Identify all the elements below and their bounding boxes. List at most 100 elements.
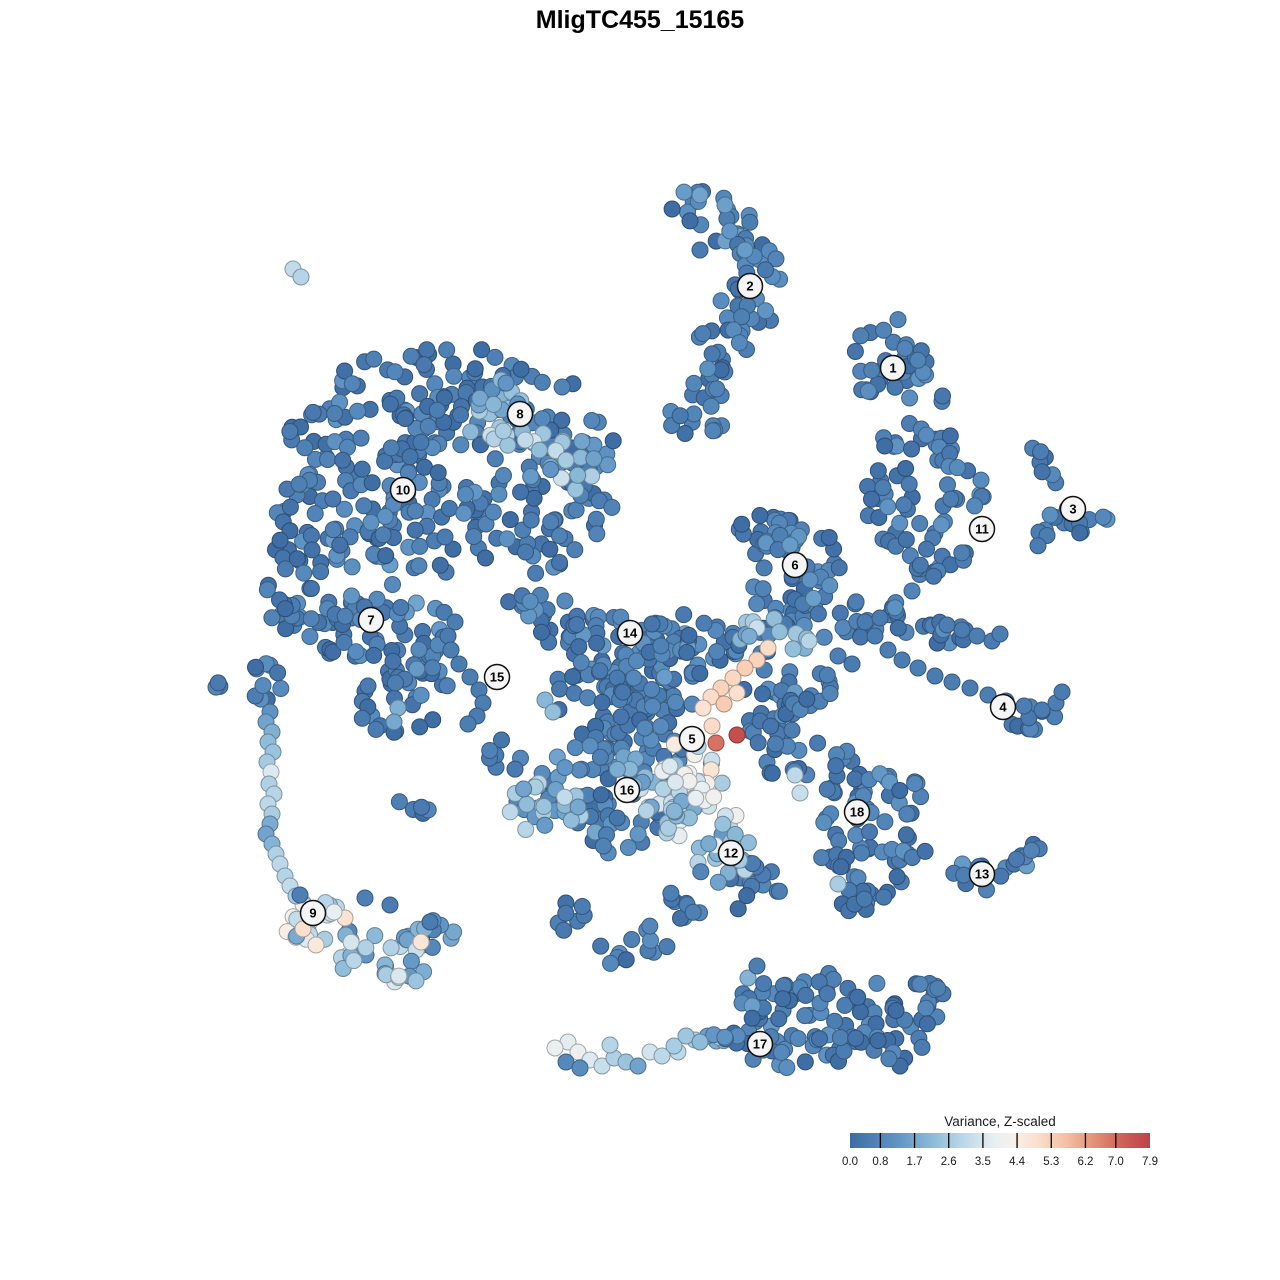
data-point [685, 374, 703, 392]
data-point [357, 939, 375, 957]
legend-tick-label: 7.0 [1108, 1156, 1124, 1168]
data-point [767, 735, 784, 753]
cluster-label-circle [613, 776, 641, 804]
cluster-label-9: 9 [299, 899, 327, 927]
data-point [739, 969, 757, 987]
data-point [461, 668, 479, 686]
data-point [389, 699, 407, 717]
data-point [771, 623, 788, 641]
data-point [258, 581, 276, 599]
cluster-label-15: 15 [483, 663, 511, 691]
data-point [457, 486, 474, 503]
data-point [486, 348, 504, 366]
data-point [749, 734, 767, 752]
data-point [551, 680, 569, 698]
data-point [407, 972, 425, 990]
data-point [385, 713, 403, 731]
data-point [733, 308, 751, 326]
data-point [897, 531, 915, 549]
data-point [603, 498, 621, 516]
data-point [755, 975, 773, 993]
data-point [691, 665, 709, 682]
data-point [757, 302, 774, 320]
data-point [356, 889, 374, 907]
data-point [699, 360, 717, 378]
data-point [530, 441, 548, 459]
data-point [585, 450, 603, 468]
data-point [770, 1010, 788, 1028]
data-point [542, 513, 560, 531]
colorbar-ticks: 0.0 0.8 1.7 2.6 3.5 4.4 5.3 6.2 7.0 7.9 [842, 1133, 1158, 1168]
data-point [829, 875, 847, 893]
data-point [494, 422, 512, 440]
data-point [911, 556, 929, 574]
data-point [832, 858, 850, 876]
data-point [381, 896, 399, 914]
data-point [412, 686, 430, 704]
data-point [421, 913, 439, 931]
data-point [345, 952, 363, 970]
data-point [911, 515, 929, 532]
data-point [367, 720, 385, 738]
data-point [568, 616, 586, 634]
data-point [573, 898, 591, 915]
cluster-label-circle [357, 606, 385, 634]
data-point [855, 890, 873, 908]
data-point [551, 554, 568, 571]
cluster-label-text: 10 [396, 483, 410, 498]
data-point [691, 1033, 709, 1051]
data-point [801, 571, 819, 589]
data-point [571, 1059, 589, 1077]
data-point [541, 540, 559, 558]
data-point [810, 973, 828, 991]
data-point [209, 674, 227, 692]
cluster-label-circle [736, 272, 764, 300]
data-point [918, 540, 935, 558]
data-point [455, 504, 473, 522]
data-point [851, 1003, 869, 1021]
data-point [343, 375, 361, 393]
data-point [374, 526, 392, 544]
data-point [730, 334, 748, 352]
data-point [886, 378, 904, 396]
data-point [386, 363, 404, 381]
data-point [593, 693, 611, 711]
data-point [517, 543, 534, 561]
data-point [401, 448, 419, 466]
data-point [743, 1009, 761, 1027]
data-point [495, 467, 512, 484]
data-point [879, 641, 897, 659]
data-point [661, 757, 679, 775]
data-point [325, 903, 343, 921]
data-point [362, 513, 380, 531]
data-point [895, 496, 913, 514]
data-point [336, 362, 354, 380]
data-point [412, 433, 430, 451]
data-point [866, 627, 884, 645]
data-point [653, 1047, 671, 1065]
data-point [424, 659, 441, 677]
data-point [347, 643, 365, 661]
data-point [579, 689, 597, 707]
data-point [384, 576, 401, 593]
data-point [452, 406, 469, 424]
data-point [522, 511, 540, 529]
data-point [387, 674, 404, 692]
data-point [556, 759, 574, 777]
data-point [436, 528, 454, 546]
data-point [659, 819, 677, 837]
data-point [353, 460, 371, 478]
legend-tick-label: 7.9 [1142, 1156, 1158, 1168]
data-point [304, 403, 322, 421]
data-point [499, 436, 517, 454]
data-point [623, 931, 641, 948]
data-point [465, 528, 483, 546]
data-point [527, 564, 545, 582]
data-point [784, 640, 802, 658]
data-point [555, 921, 573, 939]
data-point [703, 717, 721, 735]
data-point [797, 986, 815, 1004]
data-point [614, 683, 632, 701]
data-point [875, 888, 893, 906]
